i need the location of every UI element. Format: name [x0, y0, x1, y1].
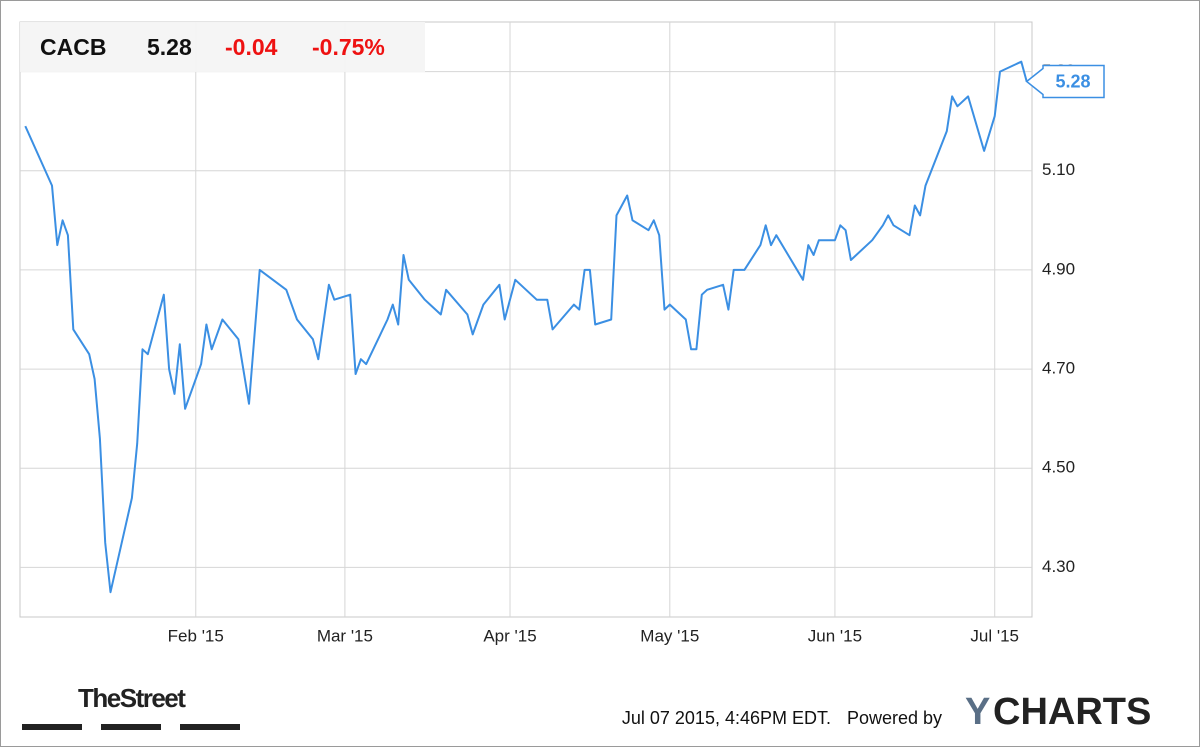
lines — [24, 60, 1028, 594]
change: -0.04 — [225, 34, 278, 60]
y-tick-label: 5.10 — [1042, 160, 1075, 179]
last-price-label: 5.28 — [1055, 71, 1090, 91]
x-tick-label: Jun '15 — [808, 626, 862, 645]
y-tick-label: 4.90 — [1042, 259, 1075, 278]
ticker: CACB — [40, 34, 106, 60]
price-line — [24, 60, 1028, 594]
timestamp: Jul 07 2015, 4:46PM EDT. — [622, 708, 831, 728]
logo-bar — [101, 724, 161, 730]
powered-by: Powered by — [847, 708, 942, 728]
y-tick-label: 4.70 — [1042, 359, 1075, 378]
x-tick-label: Jul '15 — [970, 626, 1019, 645]
y-tick-label: 4.50 — [1042, 458, 1075, 477]
brand-y: Y — [965, 691, 990, 733]
logo-bar — [22, 724, 82, 730]
grid — [20, 22, 1032, 617]
header-box — [20, 22, 425, 72]
x-tick-label: May '15 — [640, 626, 699, 645]
source-logo: TheStreet — [78, 683, 186, 713]
change-percent: -0.75% — [312, 34, 385, 60]
logo-bar — [180, 724, 240, 730]
last-price-tag — [1025, 64, 1105, 99]
price: 5.28 — [147, 34, 192, 60]
x-tick-label: Feb '15 — [168, 626, 224, 645]
y-tick-label: 4.30 — [1042, 557, 1075, 576]
x-tick-label: Mar '15 — [317, 626, 373, 645]
x-tick-label: Apr '15 — [483, 626, 536, 645]
plot-area — [19, 21, 1033, 618]
brand-rest: CHARTS — [993, 691, 1151, 733]
